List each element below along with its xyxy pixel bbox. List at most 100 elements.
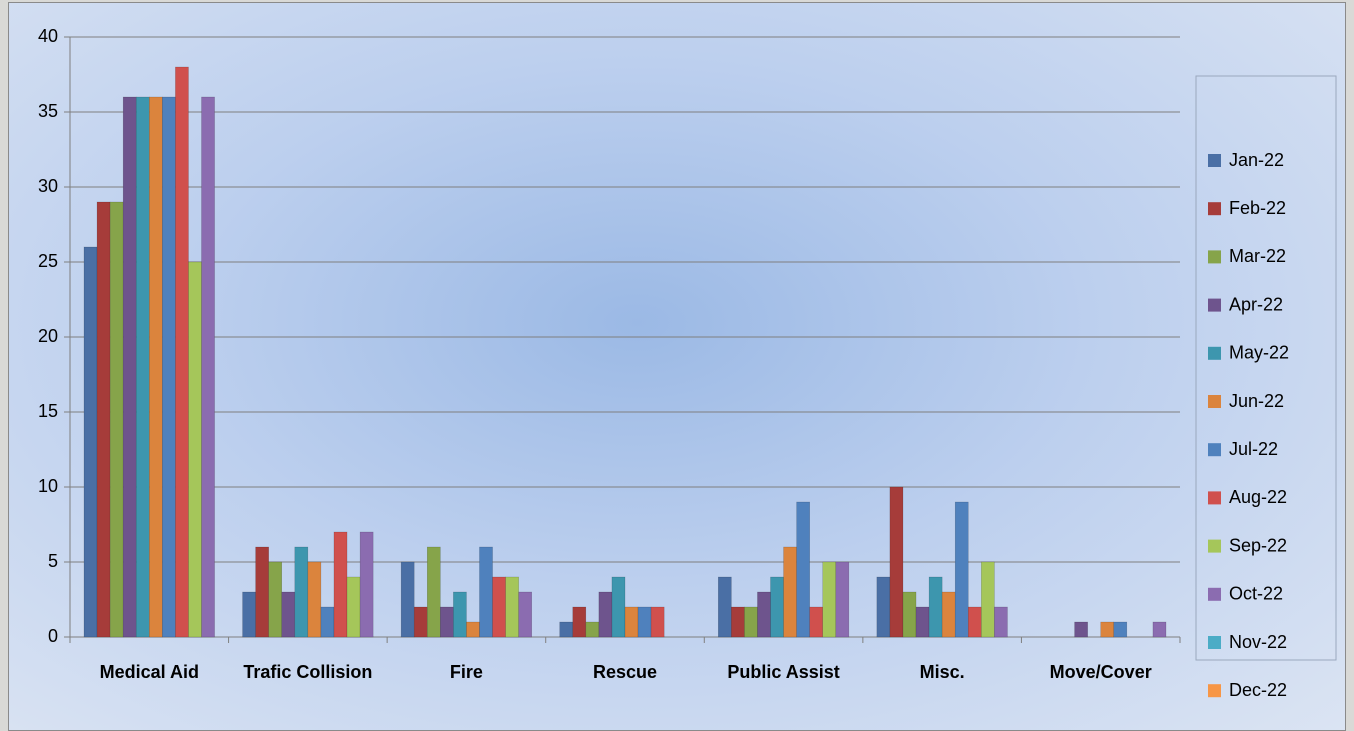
bar: [822, 561, 837, 638]
bar: [809, 606, 823, 638]
x-tick-label: Misc.: [919, 662, 965, 682]
bar: [294, 546, 309, 638]
bar: [492, 576, 506, 638]
bar: [1152, 621, 1167, 638]
bar: [427, 546, 441, 638]
bar: [96, 201, 111, 638]
y-tick-label: 20: [38, 326, 58, 346]
bar: [333, 531, 348, 638]
bar: [307, 561, 322, 638]
bar: [876, 576, 891, 638]
legend-label: Oct-22: [1229, 584, 1283, 604]
bar: [559, 621, 574, 638]
bar: [175, 66, 189, 638]
bar: [440, 606, 454, 638]
bar: [162, 96, 176, 638]
x-tick-label: Medical Aid: [99, 662, 199, 682]
legend-label: Jul-22: [1229, 439, 1278, 459]
legend-label: Jan-22: [1229, 150, 1284, 170]
legend-label: Jun-22: [1229, 391, 1284, 411]
bar: [320, 606, 335, 638]
bar: [928, 576, 943, 638]
legend-swatch: [1208, 250, 1221, 264]
bar: [624, 606, 639, 638]
bar: [902, 591, 917, 638]
legend-swatch: [1208, 491, 1221, 505]
y-tick-label: 10: [38, 476, 58, 496]
bar: [281, 591, 296, 638]
bar: [413, 606, 428, 638]
bar: [968, 606, 982, 638]
x-tick-label: Trafic Collision: [243, 662, 373, 682]
y-tick-label: 35: [38, 101, 58, 121]
legend-label: Sep-22: [1229, 535, 1287, 555]
legend-swatch: [1208, 346, 1221, 360]
bar: [954, 501, 969, 638]
y-tick-label: 25: [38, 251, 58, 271]
bar: [135, 96, 150, 638]
bar: [889, 486, 904, 638]
legend-label: Feb-22: [1229, 198, 1286, 218]
bar: [359, 531, 374, 638]
bar: [994, 606, 1008, 638]
chart-area: [8, 2, 1346, 731]
bar: [835, 561, 850, 638]
bar: [242, 591, 256, 638]
bar: [598, 591, 613, 638]
x-tick-label: Public Assist: [727, 662, 840, 682]
bar: [731, 606, 745, 638]
bar: [453, 591, 467, 638]
bar: [83, 246, 98, 638]
legend-label: Aug-22: [1229, 487, 1287, 507]
legend-swatch: [1208, 443, 1221, 457]
bar: [188, 261, 202, 638]
bar: [783, 546, 797, 638]
bar: [400, 561, 415, 638]
legend-swatch: [1208, 298, 1221, 312]
legend-swatch: [1208, 395, 1221, 408]
legend-label: Dec-22: [1229, 680, 1287, 700]
legend-box: [1195, 75, 1337, 661]
y-tick-label: 0: [48, 626, 58, 646]
legend-label: Nov-22: [1229, 632, 1287, 652]
bar: [796, 501, 810, 638]
bar: [941, 591, 956, 638]
bar: [744, 606, 758, 638]
bar: [637, 606, 652, 638]
bar: [585, 621, 600, 638]
legend-swatch: [1208, 539, 1221, 553]
bar: [255, 546, 269, 638]
legend-swatch: [1208, 587, 1221, 601]
bar: [505, 576, 519, 638]
bar: [981, 561, 995, 638]
bar: [518, 591, 532, 638]
bar: [650, 606, 665, 638]
bar: [1100, 621, 1115, 638]
bar: [122, 96, 137, 638]
legend-swatch: [1208, 636, 1221, 649]
bar: [149, 96, 163, 638]
bar: [757, 591, 771, 638]
legend-swatch: [1208, 154, 1221, 167]
x-tick-label: Rescue: [592, 662, 658, 682]
bar: [915, 606, 930, 638]
y-tick-label: 40: [38, 26, 58, 46]
y-tick-label: 30: [38, 176, 58, 196]
bar: [346, 576, 361, 638]
bar: [109, 201, 124, 638]
bar: [466, 621, 480, 638]
y-tick-label: 15: [38, 401, 58, 421]
bar: [1074, 621, 1088, 638]
bar: [479, 546, 493, 638]
x-tick-label: Move/Cover: [1049, 662, 1152, 682]
bar: [268, 561, 282, 638]
legend-label: Mar-22: [1229, 246, 1286, 266]
x-tick-label: Fire: [449, 662, 483, 682]
legend-label: May-22: [1229, 343, 1289, 363]
bar: [718, 576, 732, 638]
y-tick-label: 5: [48, 551, 58, 571]
bar: [770, 576, 784, 638]
bar: [1113, 621, 1128, 638]
